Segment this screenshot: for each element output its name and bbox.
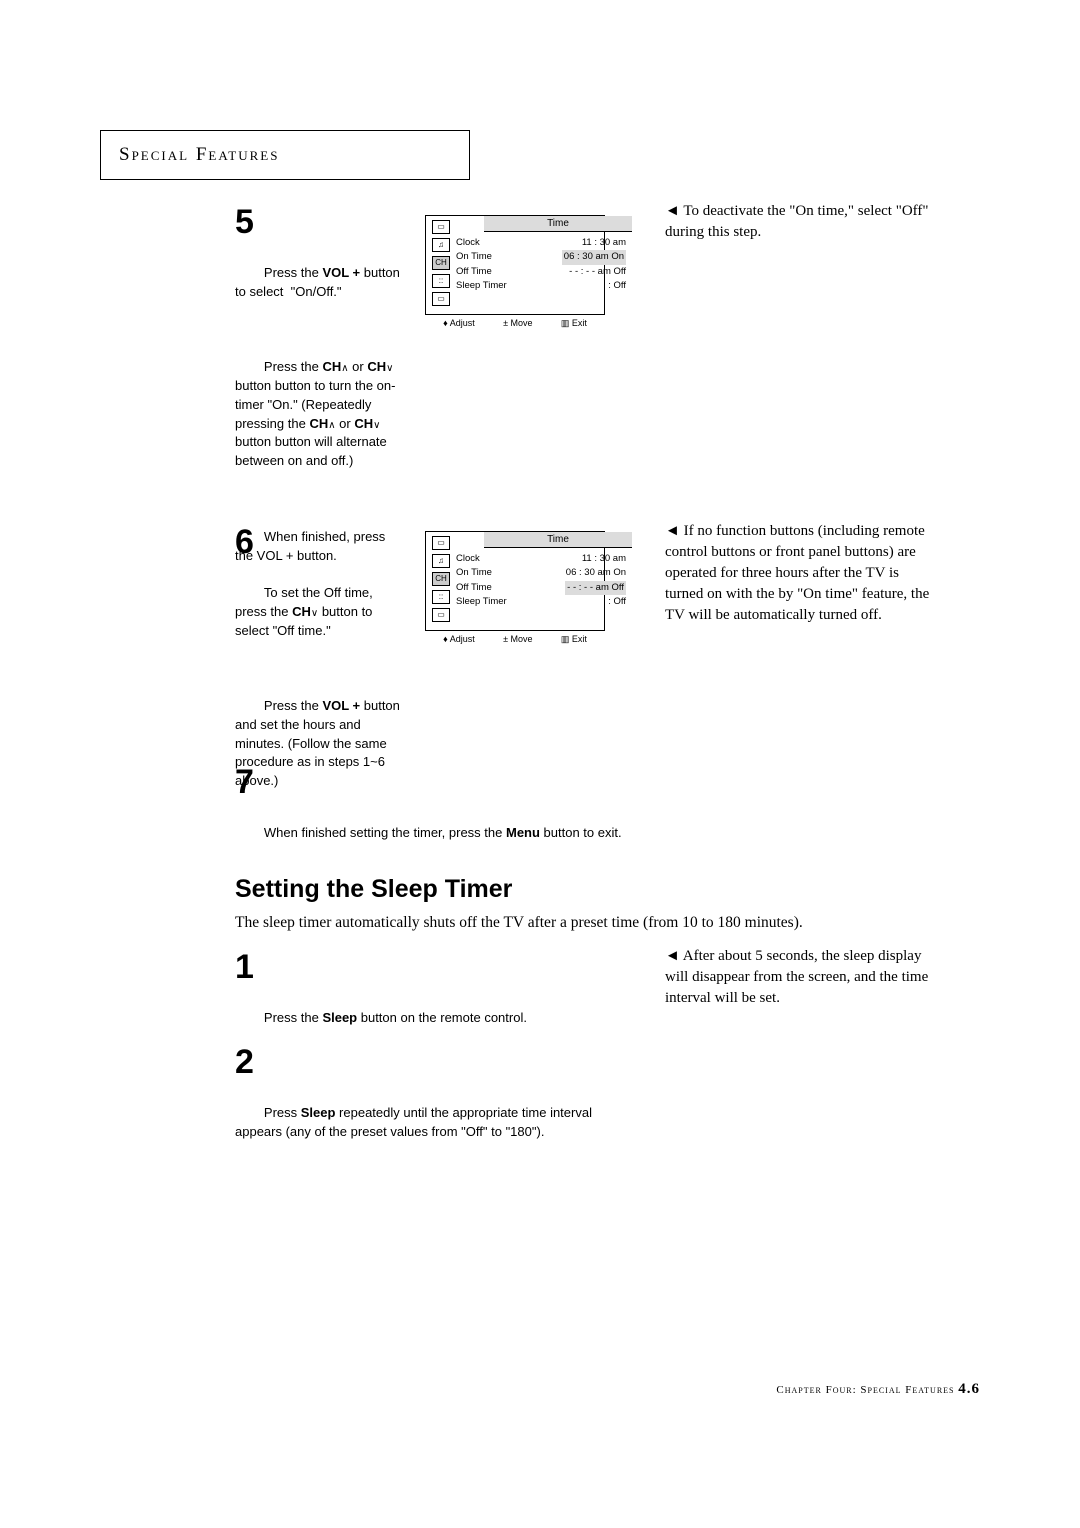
sleep-step-2-number: 2 [235, 1045, 980, 1079]
osd-row: Off Time- - : - - am Off [456, 265, 626, 279]
osd-row: Clock11 : 30 am [456, 236, 626, 250]
osd-row: On Time06 : 30 am On [456, 566, 626, 580]
osd-icon: CH [432, 572, 450, 586]
sleep-timer-intro: The sleep timer automatically shuts off … [235, 914, 980, 932]
sleep-step-1-text: Press the Sleep button on the remote con… [235, 990, 575, 1047]
osd-icon: ♫ [432, 238, 450, 252]
osd-icon: ▭ [432, 292, 450, 306]
page-footer: Chapter Four: Special Features 4.6 [776, 1381, 980, 1398]
osd-row: On Time06 : 30 am On [456, 250, 626, 264]
chevron-up-icon [341, 359, 348, 374]
osd-row: Sleep Timer: Off [456, 595, 626, 609]
osd-title: Time [484, 532, 632, 548]
chevron-up-icon [328, 416, 335, 431]
osd-icon: ▭ [432, 608, 450, 622]
osd-title: Time [484, 216, 632, 232]
osd-icon: :: [432, 590, 450, 604]
note-sleep-display: ◄ After about 5 seconds, the sleep displ… [665, 946, 940, 1009]
section-header-title: Special Features [119, 144, 279, 166]
osd-footer: ♦ Adjust ± Move ▥ Exit [425, 631, 605, 648]
osd-icon: :: [432, 274, 450, 288]
osd-time-menu-1: ▭ ♫ CH :: ▭ Time Clock11 : 30 amOn Time0… [425, 215, 605, 315]
osd-icon: CH [432, 256, 450, 270]
osd-footer: ♦ Adjust ± Move ▥ Exit [425, 315, 605, 332]
osd-icon: ♫ [432, 554, 450, 568]
sleep-timer-heading: Setting the Sleep Timer [235, 875, 980, 904]
note-auto-off: ◄ If no function buttons (including remo… [665, 521, 940, 626]
step-7-number: 7 [235, 765, 980, 799]
note-deactivate-on-time: ◄ To deactivate the "On time," select "O… [665, 201, 940, 243]
osd-row: Sleep Timer: Off [456, 279, 626, 293]
osd-row: Off Time- - : - - am Off [456, 581, 626, 595]
section-header-box: Special Features [100, 130, 470, 180]
osd-row: Clock11 : 30 am [456, 552, 626, 566]
step-7-text: When finished setting the timer, press t… [235, 805, 635, 862]
sleep-step-2-text: Press Sleep repeatedly until the appropr… [235, 1085, 605, 1160]
osd-time-menu-2: ▭ ♫ CH :: ▭ Time Clock11 : 30 amOn Time0… [425, 531, 605, 631]
osd-icon: ▭ [432, 536, 450, 550]
osd-icon: ▭ [432, 220, 450, 234]
